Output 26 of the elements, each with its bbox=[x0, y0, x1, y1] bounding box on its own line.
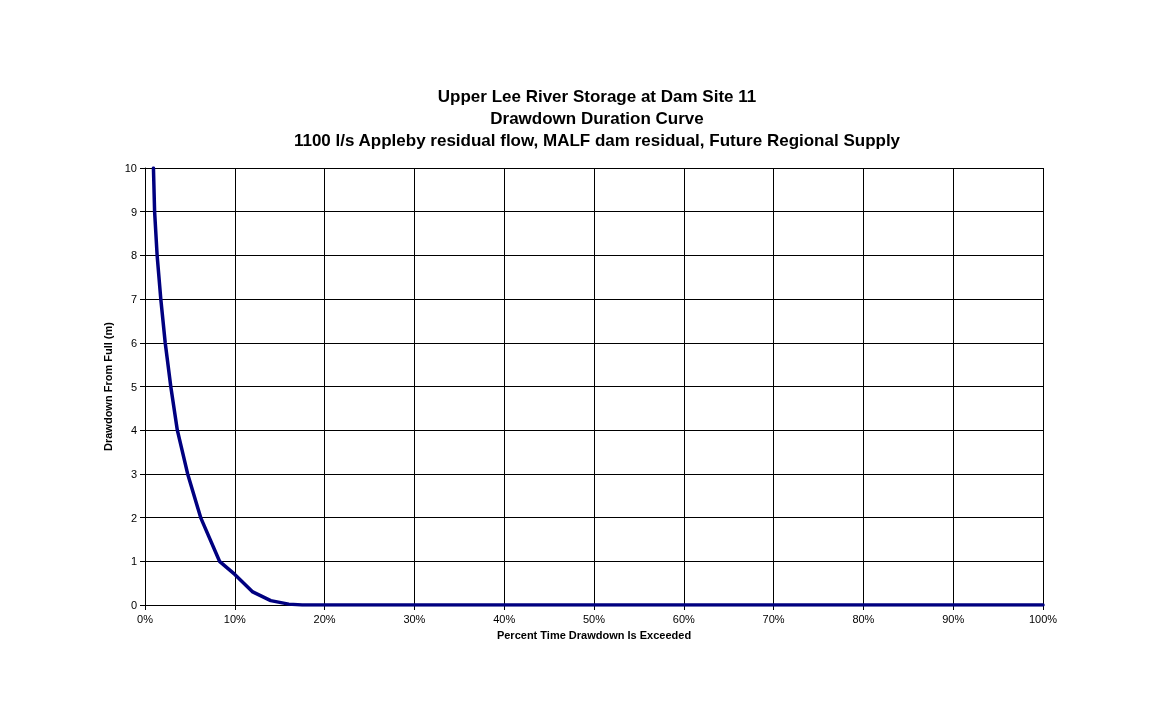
x-tick-label: 90% bbox=[942, 612, 965, 625]
x-tick-label: 30% bbox=[403, 612, 426, 625]
y-tick-label: 2 bbox=[130, 511, 137, 524]
y-tick-label: 8 bbox=[130, 249, 137, 262]
x-tick-label: 10% bbox=[223, 612, 247, 625]
x-tick-label: 0% bbox=[137, 612, 154, 625]
x-tick-label: 40% bbox=[493, 612, 516, 625]
y-tick-label: 1 bbox=[130, 555, 137, 568]
y-tick-label: 5 bbox=[130, 380, 137, 393]
x-tick-label: 100% bbox=[1028, 612, 1058, 625]
y-tick-label: 9 bbox=[130, 205, 137, 218]
y-tick-label: 4 bbox=[130, 424, 137, 437]
line-series bbox=[151, 166, 1045, 607]
y-axis-title: Drawdown From Full (m) bbox=[102, 321, 115, 451]
x-axis-title: Percent Time Drawdown Is Exceeded bbox=[496, 628, 692, 641]
x-tick-label: 70% bbox=[762, 612, 785, 625]
x-tick-label: 50% bbox=[582, 612, 606, 625]
y-tick-label: 6 bbox=[130, 336, 137, 349]
y-tick-label: 10 bbox=[124, 162, 137, 174]
y-tick-label: 0 bbox=[130, 599, 137, 611]
x-tick-label: 80% bbox=[852, 612, 875, 625]
chart-title: Upper Lee River Storage at Dam Site 11 Drawdown Duration Curve 1100 l/s Appleby residual flow, MALF dam residual, Future Regional Supply bbox=[293, 86, 901, 150]
x-tick-label: 60% bbox=[672, 612, 696, 625]
y-tick-label: 3 bbox=[130, 467, 137, 480]
y-tick-label: 7 bbox=[130, 293, 137, 306]
x-tick-label: 20% bbox=[313, 612, 336, 625]
